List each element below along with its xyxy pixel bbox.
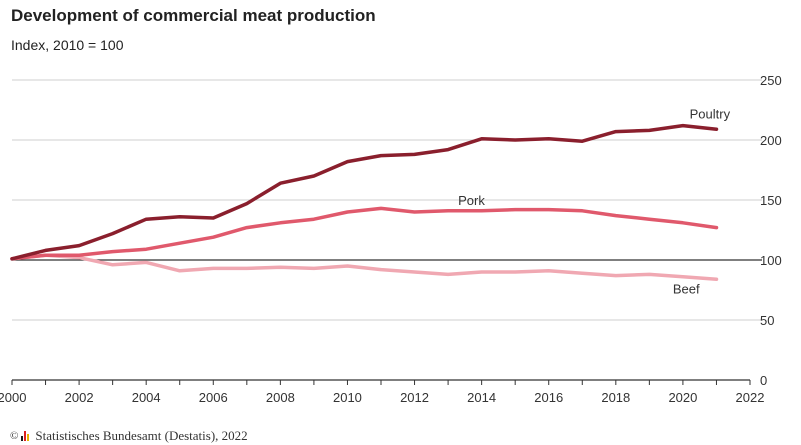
source-text: Statistisches Bundesamt (Destatis), 2022: [35, 428, 248, 443]
x-tick-label: 2004: [132, 390, 161, 405]
y-tick-label: 150: [760, 193, 782, 208]
line-chart: 0 50 100 150 200 250 2000 2002 2004 2006 2008 2010 2…: [0, 73, 782, 405]
series-label-pork: Pork: [458, 193, 485, 208]
x-tick-label: 2022: [736, 390, 765, 405]
destatis-logo-icon: [21, 431, 30, 441]
chart-subtitle: Index, 2010 = 100: [11, 37, 124, 53]
y-tick-label: 250: [760, 73, 782, 88]
series-line-pork: [10, 206, 719, 261]
y-tick-label: 200: [760, 133, 782, 148]
x-tick-label: 2002: [65, 390, 94, 405]
source-footer: © Statistisches Bundesamt (Destatis), 20…: [10, 428, 248, 444]
x-tick-label: 2000: [0, 390, 26, 405]
copyright-symbol: ©: [10, 430, 19, 442]
series-label-beef: Beef: [673, 282, 700, 297]
y-tick-label: 50: [760, 313, 774, 328]
x-tick-label: 2016: [534, 390, 563, 405]
x-tick-label: 2008: [266, 390, 295, 405]
x-tick-label: 2020: [668, 390, 697, 405]
y-tick-label: 100: [760, 253, 782, 268]
x-tick-label: 2012: [400, 390, 429, 405]
x-tick-label: 2006: [199, 390, 228, 405]
series-line-poultry: [10, 123, 719, 261]
x-tick-label: 2010: [333, 390, 362, 405]
x-tick-label: 2018: [601, 390, 630, 405]
series-label-poultry: Poultry: [690, 106, 731, 121]
series-line-beef: [10, 253, 719, 281]
y-tick-label: 0: [760, 373, 767, 388]
chart-title: Development of commercial meat productio…: [11, 6, 376, 25]
x-tick-label: 2014: [467, 390, 496, 405]
